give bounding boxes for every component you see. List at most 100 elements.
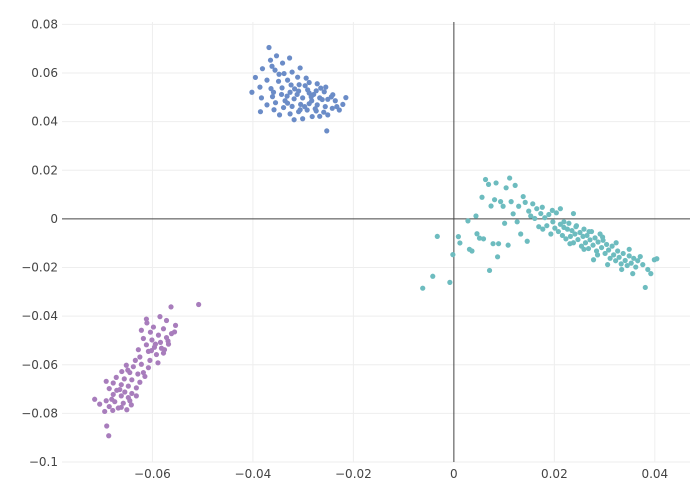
scatter-point <box>586 228 592 235</box>
scatter-point <box>317 113 323 119</box>
scatter-point <box>313 88 319 94</box>
scatter-point <box>500 203 506 209</box>
scatter-point <box>510 211 516 217</box>
scatter-point <box>276 112 283 118</box>
x-tick-label: −0.06 <box>134 467 171 481</box>
scatter-point <box>252 74 259 81</box>
scatter-point <box>520 193 526 200</box>
scatter-point <box>611 252 617 258</box>
y-tick-label: −0.04 <box>21 309 58 323</box>
scatter-point <box>149 337 155 343</box>
scatter-point <box>264 102 270 108</box>
scatter-point <box>605 262 611 268</box>
scatter-point <box>291 96 297 102</box>
scatter-point <box>314 102 320 108</box>
y-axis-tick-labels: −0.1 −0.08 −0.06 −0.04 −0.02 0 0.02 0.04 0.06 0.0… <box>21 17 58 469</box>
scatter-point <box>153 351 160 358</box>
scatter-point <box>106 433 112 439</box>
scatter-point <box>648 271 654 277</box>
scatter-point <box>572 231 578 237</box>
scatter-point <box>322 104 328 110</box>
scatter-point <box>561 219 567 225</box>
scatter-point <box>284 100 291 106</box>
y-tick-label: 0 <box>50 212 58 226</box>
scatter-point <box>618 261 624 267</box>
scatter-point <box>332 98 338 104</box>
scatter-point <box>147 357 153 363</box>
scatter-point <box>633 264 639 270</box>
scatter-point <box>264 77 270 83</box>
scatter-point <box>635 258 641 264</box>
scatter-point <box>289 69 295 75</box>
x-axis-tick-labels: −0.06 −0.04 −0.02 0 0.02 0.04 <box>134 467 668 481</box>
scatter-point <box>494 254 501 260</box>
scatter-point <box>482 176 489 183</box>
scatter-point <box>271 107 277 113</box>
scatter-point <box>602 250 608 257</box>
scatter-point <box>530 201 536 207</box>
scatter-point <box>270 89 277 95</box>
scatter-point <box>328 94 334 100</box>
scatter-point <box>485 181 492 187</box>
scatter-point <box>593 248 600 254</box>
scatter-point <box>557 206 563 212</box>
scatter-point <box>297 65 303 71</box>
scatter-point <box>120 400 126 406</box>
scatter-point <box>592 235 598 241</box>
scatter-point <box>434 233 440 240</box>
scatter-point <box>275 78 282 84</box>
scatter-point <box>124 407 130 413</box>
scatter-point <box>110 380 116 386</box>
scatter-point <box>281 70 287 77</box>
scatter-point <box>102 408 108 415</box>
scatter-point <box>249 89 255 95</box>
y-tick-label: 0.08 <box>31 17 58 31</box>
scatter-point <box>580 233 586 240</box>
scatter-point <box>555 228 561 235</box>
scatter-point <box>473 213 479 219</box>
zero-lines <box>62 22 690 462</box>
scatter-point <box>118 393 124 399</box>
scatter-point <box>465 218 471 224</box>
scatter-point <box>474 231 480 237</box>
scatter-point <box>168 331 175 337</box>
scatter-point <box>161 347 168 353</box>
scatter-point <box>278 91 285 98</box>
scatter-point <box>654 256 660 262</box>
scatter-point <box>106 403 112 410</box>
scatter-point <box>476 235 483 241</box>
scatter-point <box>172 322 179 328</box>
scatter-point <box>553 210 559 216</box>
scatter-point <box>542 215 548 221</box>
scatter-point <box>165 341 172 347</box>
scatter-point <box>287 89 293 95</box>
scatter-point <box>329 105 335 111</box>
scatter-point <box>526 208 532 214</box>
scatter-point <box>145 365 152 371</box>
scatter-point <box>539 204 545 210</box>
scatter-point <box>123 362 129 368</box>
scatter-point <box>97 401 103 407</box>
scatter-point <box>528 213 534 219</box>
scatter-point <box>296 82 302 88</box>
scatter-point <box>157 339 164 345</box>
scatter-point <box>587 237 593 243</box>
scatter-point <box>92 396 98 402</box>
scatter-point <box>323 84 329 90</box>
scatter-point <box>122 389 128 395</box>
grid-lines <box>62 22 690 463</box>
scatter-point <box>486 267 493 274</box>
scatter-point <box>125 383 131 389</box>
scatter-point <box>160 326 167 332</box>
scatter-point <box>325 112 331 118</box>
scatter-point <box>616 254 622 260</box>
scatter-point <box>548 231 554 237</box>
scatter-point <box>289 103 295 109</box>
scatter-point <box>257 109 264 115</box>
scatter-point <box>495 241 502 247</box>
scatter-point <box>157 314 163 320</box>
scatter-point <box>279 85 285 91</box>
scatter-point <box>575 236 581 243</box>
scatter-point <box>137 379 143 385</box>
